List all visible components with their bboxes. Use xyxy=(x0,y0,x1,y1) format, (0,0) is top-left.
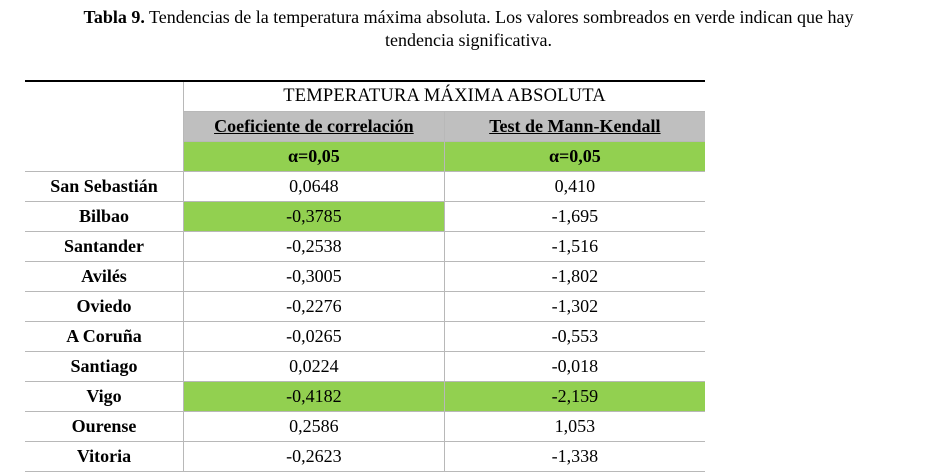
alpha-row: α=0,05 α=0,05 xyxy=(25,141,705,172)
super-header: TEMPERATURA MÁXIMA ABSOLUTA xyxy=(183,80,705,112)
correlation-value: -0,2538 xyxy=(183,231,445,262)
mann-kendall-value: -1,338 xyxy=(444,441,705,472)
station-name: Vigo xyxy=(25,381,184,412)
station-name: Santiago xyxy=(25,351,184,382)
station-name: Vitoria xyxy=(25,441,184,472)
station-name: Avilés xyxy=(25,261,184,292)
table-row: Ourense 0,2586 1,053 xyxy=(25,411,705,442)
station-name: Santander xyxy=(25,231,184,262)
mann-kendall-value: -1,695 xyxy=(444,201,705,232)
station-name: San Sebastián xyxy=(25,171,184,202)
mann-kendall-value: -1,302 xyxy=(444,291,705,322)
mann-kendall-value: 0,410 xyxy=(444,171,705,202)
correlation-value: -0,2623 xyxy=(183,441,445,472)
correlation-value: -0,2276 xyxy=(183,291,445,322)
correlation-value: 0,0224 xyxy=(183,351,445,382)
temperature-trend-table: TEMPERATURA MÁXIMA ABSOLUTA Coeficiente … xyxy=(25,80,705,472)
table-row: Avilés -0,3005 -1,802 xyxy=(25,261,705,292)
corner-cell xyxy=(25,80,184,172)
correlation-value: 0,2586 xyxy=(183,411,445,442)
mann-kendall-value: -1,516 xyxy=(444,231,705,262)
mann-kendall-value: 1,053 xyxy=(444,411,705,442)
table-row: Bilbao -0,3785 -1,695 xyxy=(25,201,705,232)
correlation-value: -0,4182 xyxy=(183,381,445,412)
col-header-correlation: Coeficiente de correlación xyxy=(183,111,445,142)
col-header-mann-kendall: Test de Mann-Kendall xyxy=(444,111,705,142)
caption-text-2: tendencia significativa. xyxy=(385,30,552,50)
caption-line-1: Tabla 9. Tendencias de la temperatura má… xyxy=(0,6,937,29)
mann-kendall-value: -0,018 xyxy=(444,351,705,382)
table-row: Santander -0,2538 -1,516 xyxy=(25,231,705,262)
mann-kendall-value: -1,802 xyxy=(444,261,705,292)
table-row: Vigo -0,4182 -2,159 xyxy=(25,381,705,412)
table-row: San Sebastián 0,0648 0,410 xyxy=(25,171,705,202)
super-header-row: TEMPERATURA MÁXIMA ABSOLUTA xyxy=(25,80,705,172)
caption-label: Tabla 9. xyxy=(83,7,145,27)
correlation-value: 0,0648 xyxy=(183,171,445,202)
table-row: Vitoria -0,2623 -1,338 xyxy=(25,441,705,472)
correlation-value: -0,3785 xyxy=(183,201,445,232)
station-name: A Coruña xyxy=(25,321,184,352)
table-row: Oviedo -0,2276 -1,302 xyxy=(25,291,705,322)
correlation-value: -0,0265 xyxy=(183,321,445,352)
alpha-mann-kendall: α=0,05 xyxy=(444,141,705,172)
column-header-row: Coeficiente de correlación Test de Mann-… xyxy=(25,111,705,142)
station-name: Oviedo xyxy=(25,291,184,322)
mann-kendall-value: -0,553 xyxy=(444,321,705,352)
mann-kendall-value: -2,159 xyxy=(444,381,705,412)
table-row: Santiago 0,0224 -0,018 xyxy=(25,351,705,382)
station-name: Ourense xyxy=(25,411,184,442)
station-name: Bilbao xyxy=(25,201,184,232)
table-row: A Coruña -0,0265 -0,553 xyxy=(25,321,705,352)
alpha-correlation: α=0,05 xyxy=(183,141,445,172)
caption-text-1: Tendencias de la temperatura máxima abso… xyxy=(149,7,854,27)
table-caption: Tabla 9. Tendencias de la temperatura má… xyxy=(0,6,937,52)
correlation-value: -0,3005 xyxy=(183,261,445,292)
